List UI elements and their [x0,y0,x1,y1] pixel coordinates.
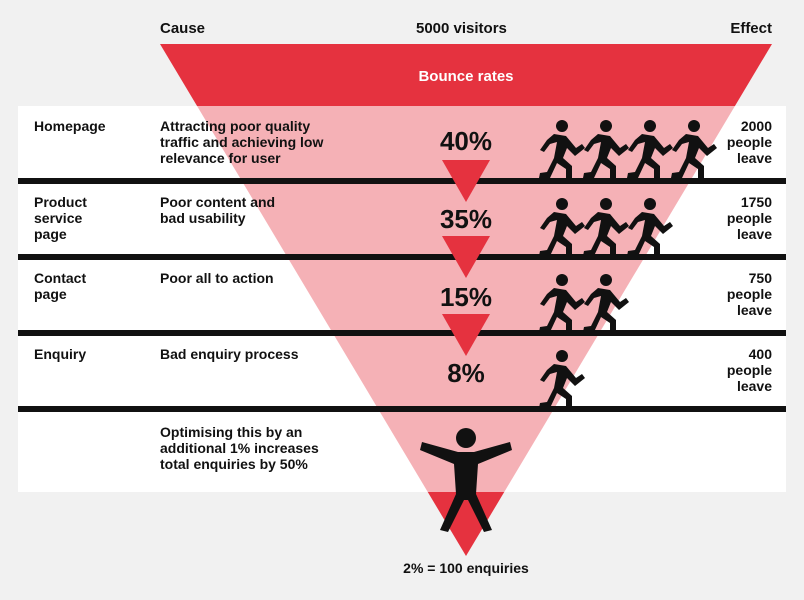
bounce-rates-label: Bounce rates [418,68,514,85]
final-note: Optimising this by an additional 1% incr… [160,424,319,472]
effect-header: Effect [730,20,772,37]
stage-name-contact: Contact page [34,270,87,302]
stage-name-product: Product service page [34,194,87,242]
enquiries-result: 2% = 100 enquiries [403,560,529,576]
visitors-header: 5000 visitors [416,20,507,37]
row-band-contact [18,260,786,330]
arrow-down-icon [442,236,490,278]
stage-percent: 40% [439,126,493,156]
stage-name-enquiry: Enquiry [34,346,87,362]
divider [18,178,786,184]
celebrating-person-icon [420,428,512,532]
divider [18,406,786,412]
row-band-enquiry [18,336,786,406]
stage-effect: 1750 people leave [726,194,772,242]
stage-percent: 35% [439,204,493,234]
divider [18,330,786,336]
row-dividers [18,178,786,412]
divider [18,254,786,260]
stage-percent: 8% [447,358,485,388]
cause-header: Cause [160,20,206,37]
stage-cause: Poor content and bad usability [160,194,276,226]
stage-arrows [442,160,490,356]
stage-cause: Bad enquiry process [160,346,299,362]
stage-percent: 15% [439,282,493,312]
row-band-final [18,412,786,492]
funnel-top [160,44,772,106]
stage-effect: 750 people leave [726,270,772,318]
arrow-down-icon [442,160,490,202]
arrow-down-icon [442,314,490,356]
stage-effect: 400 people leave [726,346,772,394]
stage-cause: Attracting poor quality traffic and achi… [160,118,324,166]
stage-name-homepage: Homepage [34,118,106,134]
stage-effect: 2000 people leave [726,118,772,166]
funnel-tip [427,492,505,556]
stage-cause: Poor all to action [160,270,274,286]
